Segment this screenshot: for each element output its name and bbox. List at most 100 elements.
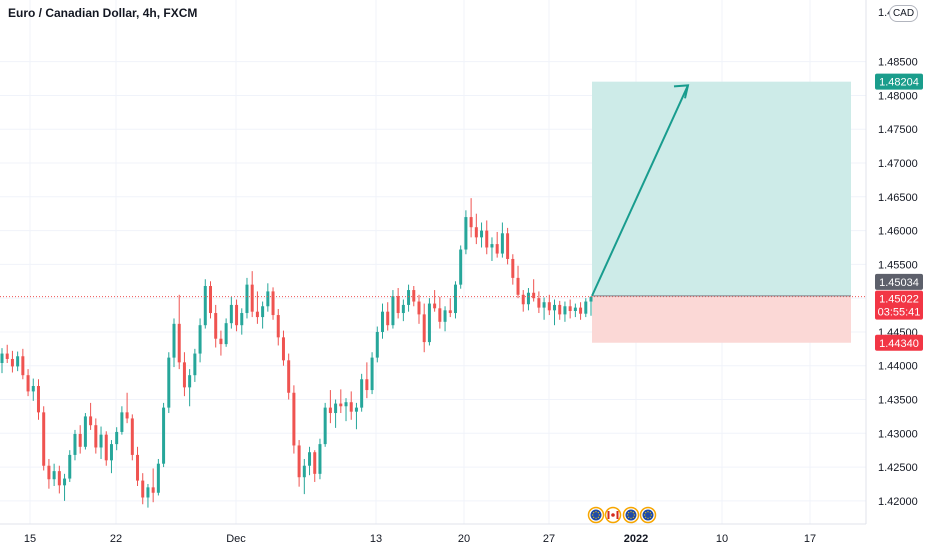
projection-arrow-line [591, 84, 689, 297]
price-label-tag [875, 273, 923, 290]
candle-body [365, 379, 369, 391]
candle-body [422, 314, 426, 343]
profit-zone[interactable] [592, 81, 851, 296]
candle-body [5, 353, 9, 359]
candle-body [156, 463, 160, 493]
candle-body [83, 416, 87, 447]
candle-body [214, 313, 218, 339]
candle-body [349, 402, 353, 412]
flag-ca-icon[interactable] [604, 506, 622, 524]
candle-body [360, 379, 364, 408]
flag-eu-icon[interactable] [587, 506, 605, 524]
candle-body [42, 412, 46, 466]
price-tick-label: 1.46000 [878, 226, 918, 238]
candle-body [370, 357, 374, 391]
candle-body [235, 304, 239, 326]
candle-body [448, 310, 452, 314]
projection-arrowhead [673, 84, 690, 99]
candle-body [495, 244, 499, 254]
candle-body [141, 480, 145, 498]
time-scale-background [0, 524, 932, 550]
candle-body [323, 407, 327, 445]
flag-star [649, 516, 651, 518]
price-label-tag [875, 334, 923, 351]
candle-body [120, 412, 124, 432]
time-tick-label: 17 [804, 533, 816, 545]
candle-body [318, 444, 322, 474]
candle-body [526, 292, 530, 305]
position-zones [592, 81, 851, 343]
currency-badge[interactable]: CAD [889, 5, 918, 22]
candle-body [177, 323, 181, 363]
candle-body [386, 311, 390, 326]
candle-body [281, 337, 285, 361]
candle-body [261, 306, 265, 318]
economic-events[interactable] [587, 506, 657, 524]
time-tick-label: 27 [543, 533, 555, 545]
candle-body [532, 292, 536, 299]
candle-body [542, 302, 546, 308]
flag-band [616, 511, 619, 519]
time-axis[interactable]: 15 22 Dec 13 20 27 2022 10 17 [24, 533, 816, 545]
candle-body [334, 403, 338, 414]
candle-body [302, 465, 306, 478]
price-tick-label: 1.48000 [878, 90, 918, 102]
flag-star [593, 512, 595, 514]
candle-body [474, 227, 478, 238]
candle-body [188, 375, 192, 388]
time-tick-label: 20 [458, 533, 470, 545]
candle-body [99, 434, 103, 448]
price-label-text: 1.45034 [879, 277, 919, 289]
loss-zone[interactable] [592, 295, 851, 343]
candle-body [78, 433, 82, 447]
candle-body [89, 416, 93, 426]
flag-star [595, 517, 597, 519]
candle-body [469, 217, 473, 228]
candle-body [453, 284, 457, 314]
flag-star [647, 511, 649, 513]
flag-eu-icon[interactable] [622, 506, 640, 524]
price-tick-label: 1.43000 [878, 428, 918, 440]
price-label-tag [875, 73, 923, 90]
candle-body [21, 356, 25, 376]
candle-body [464, 217, 468, 250]
candle-body [579, 307, 583, 314]
flag-star [649, 512, 651, 514]
candle-body [354, 407, 358, 412]
candle-body [568, 306, 572, 311]
candle-body [47, 465, 51, 480]
flag-star [627, 514, 629, 516]
candle-body [16, 356, 20, 367]
candle-body [115, 431, 119, 445]
candle-body [339, 403, 343, 407]
candle-body [162, 407, 166, 464]
flag-star [598, 514, 600, 516]
price-tick-label: 1.47000 [878, 158, 918, 170]
flag-eu-icon[interactable] [639, 506, 657, 524]
flag-star [628, 516, 630, 518]
candle-body [151, 487, 155, 493]
candle-body [537, 298, 541, 308]
candle-body [0, 353, 4, 364]
flag-star [644, 514, 646, 516]
candle-body [401, 304, 405, 314]
candle-body [10, 358, 14, 367]
candle-body [438, 308, 442, 322]
flag-star [632, 512, 634, 514]
flag-star [597, 516, 599, 518]
candle-body [52, 471, 56, 480]
candle-body [485, 230, 489, 248]
candle-body [433, 303, 437, 309]
candle-body [521, 294, 525, 305]
candle-body [208, 286, 212, 314]
candle-body [26, 375, 30, 392]
price-label-tag [875, 290, 923, 320]
candle-body [229, 304, 233, 324]
candle-body [240, 313, 244, 326]
candle-body [193, 353, 197, 376]
candle-body [104, 434, 108, 461]
candle-body [130, 418, 134, 455]
grid-lines [0, 0, 866, 524]
